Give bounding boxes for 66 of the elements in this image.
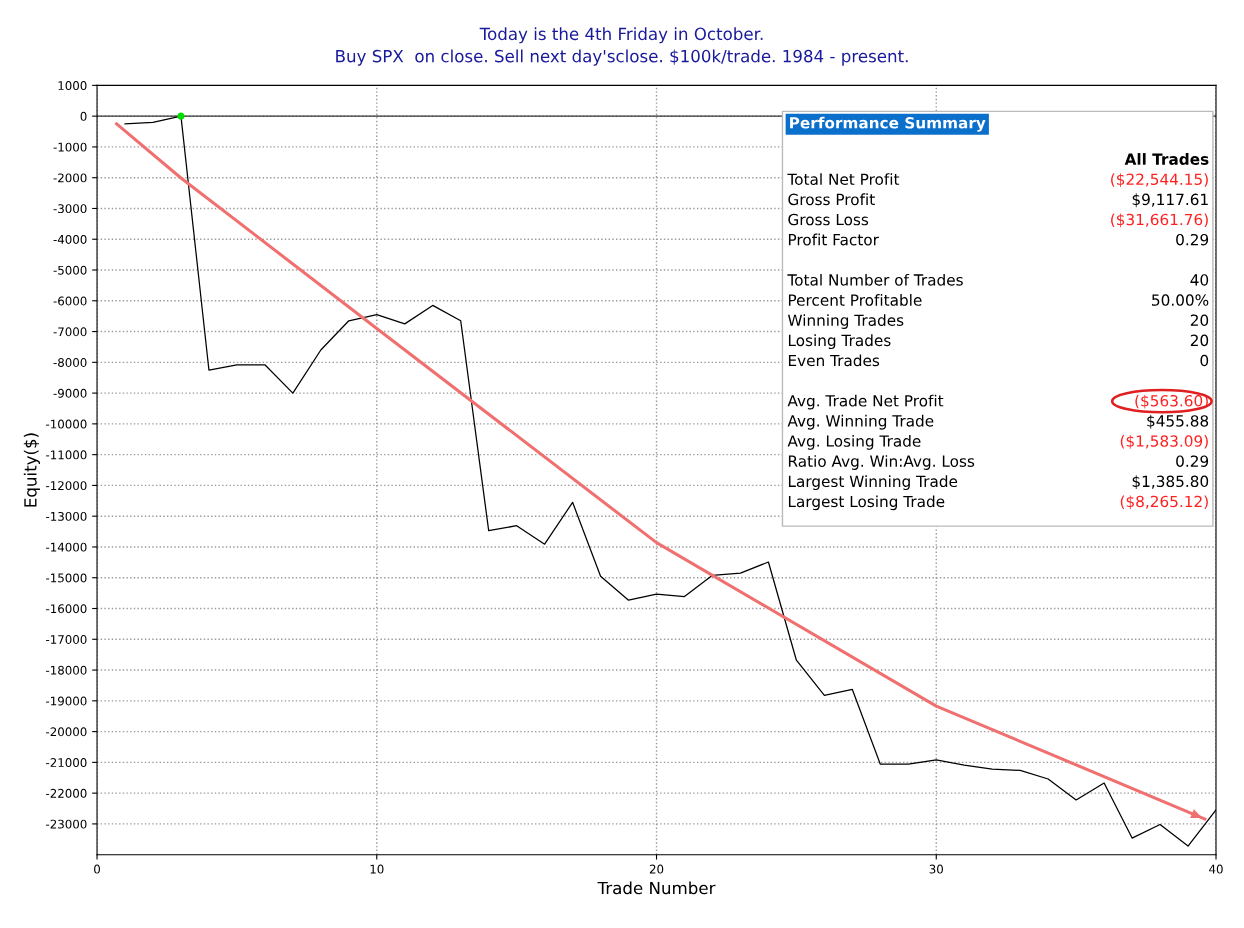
annotation: Winning Trades <box>787 314 904 329</box>
annotation: ($8,265.12) <box>1120 495 1208 510</box>
y-tick-label: 1000 <box>58 81 87 91</box>
x-axis-title: Trade Number <box>597 881 716 895</box>
annotation: ($31,661.76) <box>1111 213 1208 228</box>
annotation: 20 <box>1190 334 1209 347</box>
annotation: 40 <box>1190 274 1209 286</box>
annotation: Profit Factor <box>788 233 879 246</box>
y-tick-label: -5000 <box>53 265 87 275</box>
y-tick-label: -13000 <box>46 511 87 521</box>
y-tick-label: -14000 <box>46 542 87 552</box>
y-tick-label: -16000 <box>46 604 87 614</box>
y-tick-label: -10000 <box>46 419 87 429</box>
annotation: All Trades <box>1124 153 1209 165</box>
annotation: Performance Summary <box>790 116 986 132</box>
x-tick-label: 40 <box>1209 864 1223 874</box>
annotation: Avg. Trade Net Profit <box>787 394 944 410</box>
y-tick-label: -1000 <box>53 142 87 152</box>
annotation: Total Number of Trades <box>787 273 963 286</box>
annotation: 20 <box>1190 314 1209 326</box>
y-tick-label: -18000 <box>46 665 87 675</box>
y-tick-label: -8000 <box>53 358 87 367</box>
chart-subtitle: Buy SPX on close. Sell next day'sclose. $100k/trade. 1984 - present. <box>336 49 908 66</box>
annotation: Gross Profit <box>788 193 875 206</box>
annotation: Even Trades <box>788 354 880 367</box>
annotation: Avg. Winning Trade <box>787 414 934 430</box>
y-tick-label: 0 <box>80 111 87 121</box>
chart-title: Today is the 4th Friday in October. <box>479 27 763 44</box>
annotation: Largest Losing Trade <box>788 495 945 511</box>
annotation: Gross Loss <box>788 213 869 226</box>
y-tick-label: -20000 <box>46 727 87 737</box>
annotation: $455.88 <box>1147 414 1209 429</box>
y-tick-label: -6000 <box>53 296 87 306</box>
annotation: $1,385.80 <box>1132 475 1209 490</box>
annotation: Percent Profitable <box>788 294 922 306</box>
y-tick-label: -19000 <box>46 696 87 706</box>
annotation: Ratio Avg. Win:Avg. Loss <box>788 455 975 470</box>
y-tick-label: -4000 <box>53 234 87 244</box>
x-tick-label: 30 <box>929 864 943 874</box>
annotation: 0.29 <box>1176 233 1209 246</box>
y-tick-label: -22000 <box>46 788 87 798</box>
annotation: Losing Trades <box>788 334 891 350</box>
y-tick-label: -23000 <box>46 819 87 829</box>
y-tick-label: -21000 <box>46 758 87 768</box>
y-tick-label: -9000 <box>53 388 87 398</box>
x-tick-label: 20 <box>649 864 664 874</box>
annotation: ($22,544.15) <box>1111 173 1208 188</box>
annotation: $9,117.61 <box>1132 193 1208 208</box>
annotation: 50.00% <box>1152 294 1209 306</box>
x-tick-label: 10 <box>370 864 384 874</box>
y-tick-label: -7000 <box>53 327 87 337</box>
y-tick-label: -15000 <box>46 573 87 583</box>
x-tick-label: 0 <box>94 864 100 874</box>
y-tick-label: -17000 <box>46 635 87 644</box>
y-axis-title: Equity($) <box>23 433 40 507</box>
y-tick-label: -11000 <box>46 450 87 460</box>
annotation: ($563.60) <box>1135 394 1208 409</box>
annotation: ($1,583.09) <box>1120 434 1208 449</box>
annotation: Largest Winning Trade <box>788 475 958 491</box>
y-tick-label: -12000 <box>46 481 87 491</box>
annotation: 0 <box>1200 354 1209 367</box>
annotation: Avg. Losing Trade <box>787 434 921 450</box>
y-tick-label: -2000 <box>53 173 87 183</box>
annotation: 0.29 <box>1176 455 1209 467</box>
y-tick-label: -3000 <box>53 204 87 214</box>
annotation: Total Net Profit <box>787 173 900 186</box>
